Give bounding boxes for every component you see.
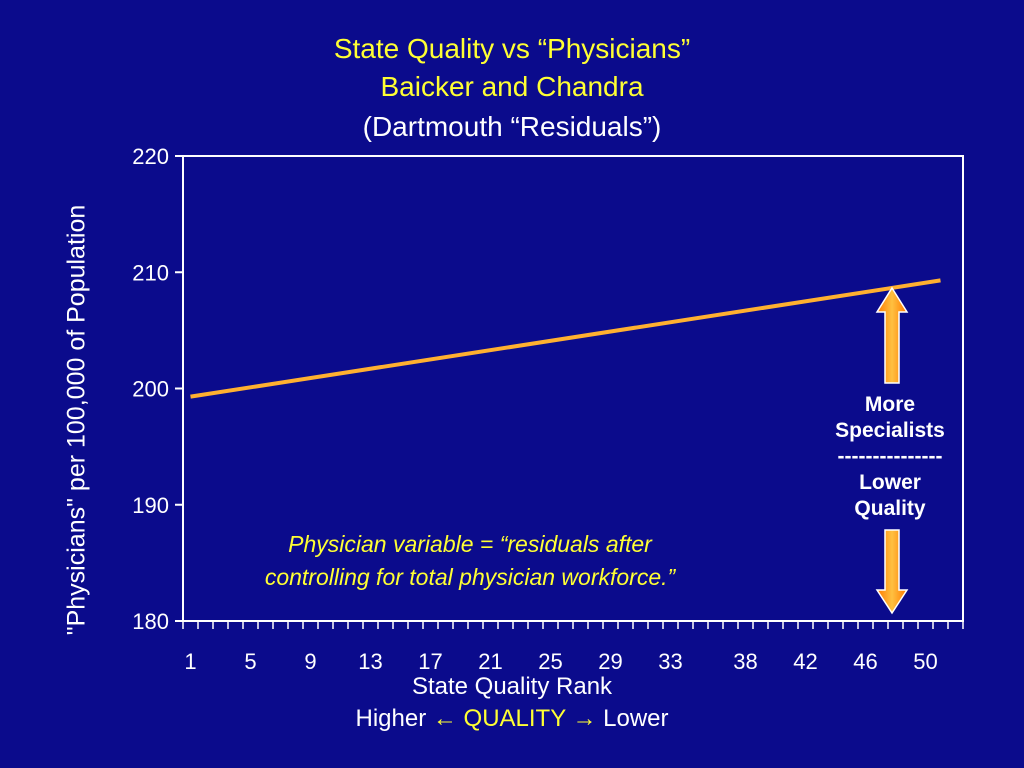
y-axis-label: "Physicians" per 100,000 of Population [62,204,91,636]
x-tick-label: 21 [478,649,502,674]
callout-specialists: Specialists [835,419,945,442]
x-axis-label: State Quality Rank [411,673,613,700]
callout-lower: Lower [859,471,921,494]
callout-more: More [864,393,916,416]
x-tick-label: 9 [304,649,316,674]
annotation-line-1: Physician variable = “residuals after [288,531,652,557]
arrow-right-icon: → [572,705,597,732]
x-tick-label: 5 [244,649,256,674]
slide-title: State Quality vs “Physicians” [333,33,691,64]
x-tick-label: 50 [913,649,937,674]
callout-quality: Quality [854,497,926,520]
x-tick-label: 46 [853,649,877,674]
arrow-up-icon [875,286,909,384]
y-tick-label: 210 [132,260,169,285]
quality-direction: Higher ← QUALITY → Lower [262,705,762,733]
y-tick-label: 190 [132,493,169,518]
quality-label: QUALITY [463,705,566,732]
x-tick-label: 17 [418,649,442,674]
slide-subtitle-residuals: (Dartmouth “Residuals”) [362,111,662,142]
x-tick-label: 38 [733,649,757,674]
specialists-callout: More Specialists --------------- Lower Q… [805,392,975,522]
lower-label: Lower [603,705,669,732]
callout-divider: --------------- [837,445,943,468]
annotation-line-2: controlling for total physician workforc… [264,564,676,590]
y-tick-label: 180 [132,609,169,634]
arrow-left-icon: ← [432,705,457,732]
slide-subtitle: Baicker and Chandra [380,71,644,102]
x-tick-label: 33 [658,649,682,674]
series-line [190,278,941,399]
x-tick-label: 13 [358,649,382,674]
x-tick-label: 25 [538,649,562,674]
y-tick-label: 220 [132,144,169,169]
arrow-down-icon [875,529,909,615]
higher-label: Higher [355,705,427,732]
annotation-note: Physician variable = “residuals after co… [190,528,750,594]
x-tick-label: 1 [184,649,196,674]
x-tick-label: 29 [598,649,622,674]
x-tick-label: 42 [793,649,817,674]
y-tick-label: 200 [132,377,169,402]
